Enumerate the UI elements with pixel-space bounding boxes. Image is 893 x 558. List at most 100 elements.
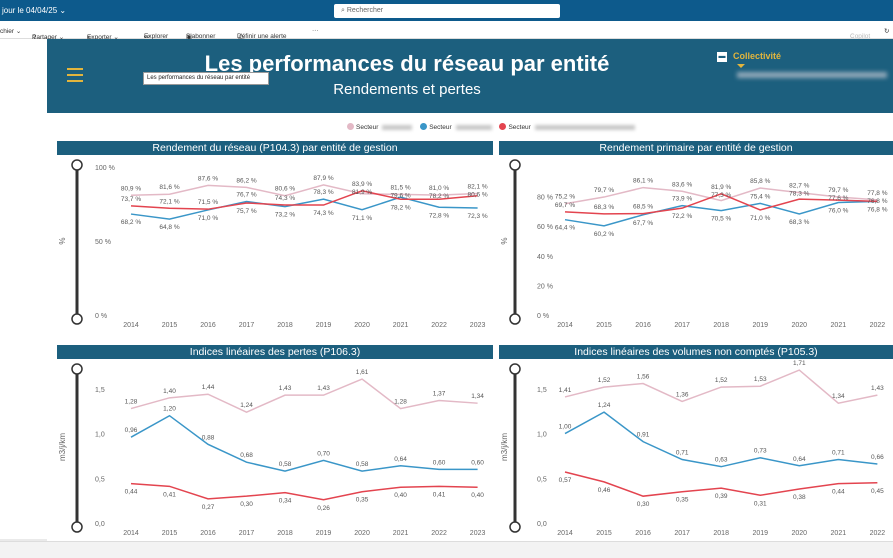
data-label: 74,3 % bbox=[275, 195, 295, 202]
series-line bbox=[564, 369, 878, 404]
x-tick-label: 2020 bbox=[354, 530, 370, 537]
data-label: 73,9 % bbox=[672, 196, 692, 203]
data-label: 72,3 % bbox=[467, 213, 487, 220]
x-tick-label: 2022 bbox=[870, 322, 886, 329]
data-label: 85,8 % bbox=[750, 178, 770, 185]
collectivite-label: Collectivité bbox=[733, 51, 782, 61]
legend-item[interactable]: Secteur bbox=[499, 123, 635, 131]
last-update-dropdown[interactable]: jour le 04/04/25 ⌄ bbox=[2, 6, 67, 15]
x-tick-label: 2015 bbox=[162, 530, 178, 537]
data-label: 1,24 bbox=[240, 402, 253, 409]
chevron-down-icon[interactable] bbox=[737, 63, 745, 68]
x-tick-label: 2021 bbox=[393, 530, 409, 537]
data-label: 77,3 % bbox=[711, 192, 731, 199]
refresh-icon[interactable]: ↻ bbox=[884, 28, 890, 35]
legend-dot bbox=[347, 123, 354, 130]
data-label: 73,7 % bbox=[121, 196, 141, 203]
data-label: 80,6 % bbox=[467, 191, 487, 198]
top-bar: jour le 04/04/25 ⌄ ⌕ Rechercher bbox=[0, 0, 893, 21]
report-title: Les performances du réseau par entité bbox=[204, 51, 610, 76]
series-line bbox=[130, 482, 478, 501]
collectivite-slicer[interactable]: ▬ Collectivité bbox=[717, 51, 887, 78]
data-label: 78,3 % bbox=[789, 191, 809, 198]
data-label: 68,3 % bbox=[594, 204, 614, 211]
x-tick-label: 2020 bbox=[791, 530, 807, 537]
data-label: 86,1 % bbox=[633, 178, 653, 185]
data-label: 74,3 % bbox=[313, 210, 333, 217]
legend-item[interactable]: Secteur bbox=[420, 123, 492, 131]
x-tick-label: 2020 bbox=[791, 322, 807, 329]
x-tick-label: 2022 bbox=[870, 530, 886, 537]
data-label: 1,41 bbox=[559, 387, 572, 394]
range-slider-handle-bottom bbox=[509, 521, 521, 533]
y-tick-label: 80 % bbox=[537, 195, 553, 202]
share-label: Partager ⌄ bbox=[32, 34, 65, 41]
x-tick-label: 2017 bbox=[239, 530, 255, 537]
data-label: 0,46 bbox=[598, 487, 611, 494]
data-label: 0,71 bbox=[676, 450, 689, 457]
data-label: 0,41 bbox=[163, 491, 176, 498]
data-label: 70,5 % bbox=[711, 216, 731, 223]
search-input[interactable]: ⌕ Rechercher bbox=[334, 4, 560, 18]
series-line bbox=[130, 196, 478, 220]
data-label: 72,2 % bbox=[672, 213, 692, 220]
y-tick-label: 0,0 bbox=[95, 521, 105, 528]
file-menu[interactable]: chier ⌄ bbox=[0, 28, 22, 35]
data-label: 0,88 bbox=[202, 434, 215, 441]
x-tick-label: 2021 bbox=[831, 322, 847, 329]
legend: Secteur Secteur Secteur bbox=[347, 123, 641, 131]
data-label: 81,9 % bbox=[711, 184, 731, 191]
series-line bbox=[130, 190, 478, 210]
data-label: 77,6 % bbox=[828, 195, 848, 202]
legend-dot bbox=[420, 123, 428, 130]
x-tick-label: 2021 bbox=[393, 322, 409, 329]
data-label: 86,2 % bbox=[236, 177, 256, 184]
data-label: 0,39 bbox=[715, 493, 728, 500]
data-label: 76,0 % bbox=[828, 208, 848, 215]
data-label: 1,52 bbox=[598, 377, 611, 384]
data-label: 0,26 bbox=[317, 505, 330, 512]
x-tick-label: 2017 bbox=[674, 530, 690, 537]
range-slider-handle-top bbox=[71, 159, 83, 171]
hamburger-menu-icon[interactable] bbox=[67, 68, 83, 82]
data-label: 1,20 bbox=[163, 406, 176, 413]
data-label: 1,28 bbox=[125, 399, 138, 406]
data-label: 1,44 bbox=[202, 384, 215, 391]
data-label: 1,00 bbox=[559, 424, 572, 431]
copilot-label: Copilot bbox=[850, 33, 871, 40]
x-tick-label: 2018 bbox=[713, 530, 729, 537]
legend-label: Secteur bbox=[508, 124, 531, 131]
x-tick-label: 2020 bbox=[354, 322, 370, 329]
legend-item[interactable]: Secteur bbox=[347, 123, 413, 131]
more-options-button[interactable]: ··· bbox=[312, 27, 319, 34]
data-label: 1,40 bbox=[163, 388, 176, 395]
chart-panel-indices-pertes: Indices linéaires des pertes (P106.3) m3… bbox=[57, 345, 493, 541]
x-tick-label: 2016 bbox=[635, 322, 651, 329]
series-line bbox=[564, 411, 878, 468]
chart-title: Rendement du réseau (P104.3) par entité … bbox=[57, 141, 493, 155]
data-label: 79,7 % bbox=[594, 187, 614, 194]
range-slider-handle-top bbox=[509, 159, 521, 171]
x-tick-label: 2023 bbox=[470, 322, 486, 329]
data-label: 71,0 % bbox=[198, 215, 218, 222]
y-tick-label: 1,0 bbox=[95, 432, 105, 439]
data-label: 68,3 % bbox=[789, 219, 809, 226]
data-label: 1,34 bbox=[832, 393, 845, 400]
series-line bbox=[564, 200, 878, 227]
data-label: 0,40 bbox=[394, 492, 407, 499]
data-label: 0,73 bbox=[754, 448, 767, 455]
data-label: 0,41 bbox=[433, 491, 446, 498]
chart-title: Indices linéaires des volumes non compté… bbox=[499, 345, 893, 359]
data-label: 75,4 % bbox=[750, 193, 770, 200]
bell-icon: 🔔︎ bbox=[237, 34, 246, 41]
checkbox-icon[interactable]: ▬ bbox=[717, 51, 727, 62]
search-placeholder: Rechercher bbox=[346, 7, 384, 14]
data-label: 76,7 % bbox=[236, 191, 256, 198]
data-label: 76,8 % bbox=[867, 206, 887, 213]
data-label: 0,66 bbox=[871, 454, 884, 461]
data-label: 71,1 % bbox=[352, 215, 372, 222]
data-label: 0,96 bbox=[125, 427, 138, 434]
search-icon: ⌕ bbox=[341, 7, 347, 14]
data-label: 75,7 % bbox=[236, 208, 256, 215]
data-label: 76,8 % bbox=[867, 198, 887, 205]
